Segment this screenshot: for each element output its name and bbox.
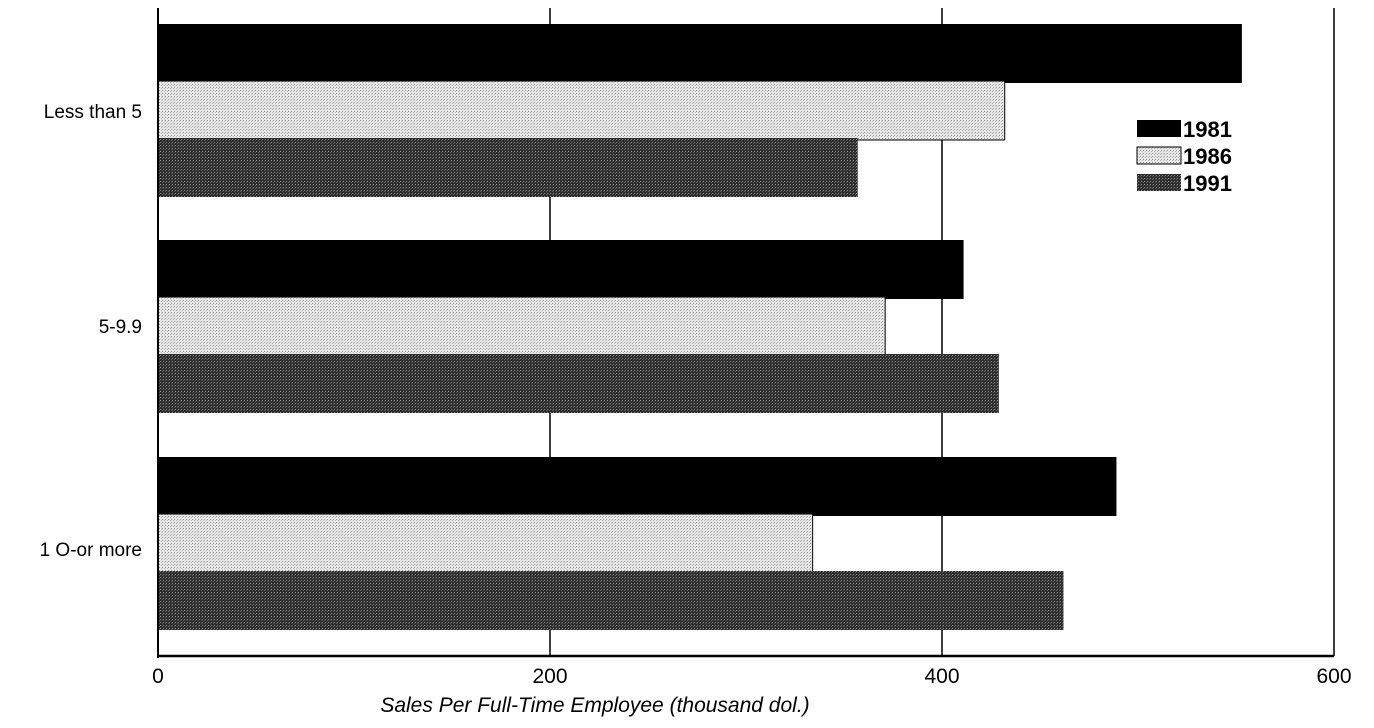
- category-label-2: 5-9.9: [99, 317, 142, 338]
- legend-swatch-1986: [1136, 146, 1182, 165]
- legend-label-1986: 1986: [1183, 144, 1232, 169]
- legend-label-1991: 1991: [1183, 171, 1232, 196]
- bar-1986-2: [157, 296, 886, 357]
- bar-1991-3: [158, 571, 1064, 630]
- bar-1986-1: [157, 80, 1006, 141]
- bar-1981-2: [158, 240, 964, 299]
- bar-1981-1: [158, 24, 1242, 83]
- bar-1986-3: [157, 513, 814, 574]
- category-label-1: Less than 5: [44, 102, 142, 123]
- legend-label-1981: 1981: [1183, 117, 1232, 142]
- legend-swatch-1991: [1137, 174, 1181, 191]
- x-tick-label-0: 0: [152, 665, 164, 688]
- category-label-3: 1 O-or more: [40, 540, 142, 561]
- legend-swatch-1981: [1137, 120, 1181, 137]
- x-tick-label-400: 400: [924, 665, 959, 688]
- bar-1981-3: [158, 457, 1117, 516]
- bar-1991-2: [158, 354, 999, 413]
- bars: [157, 24, 1242, 630]
- x-tick-labels: 0 200 400 600: [152, 665, 1351, 688]
- bar-1991-1: [158, 138, 858, 197]
- category-labels: Less than 5 5-9.9 1 O-or more: [40, 102, 142, 561]
- x-axis-title: Sales Per Full-Time Employee (thousand d…: [380, 694, 809, 717]
- x-tick-label-600: 600: [1316, 665, 1351, 688]
- x-tick-label-200: 200: [532, 665, 567, 688]
- axes: [157, 8, 1334, 658]
